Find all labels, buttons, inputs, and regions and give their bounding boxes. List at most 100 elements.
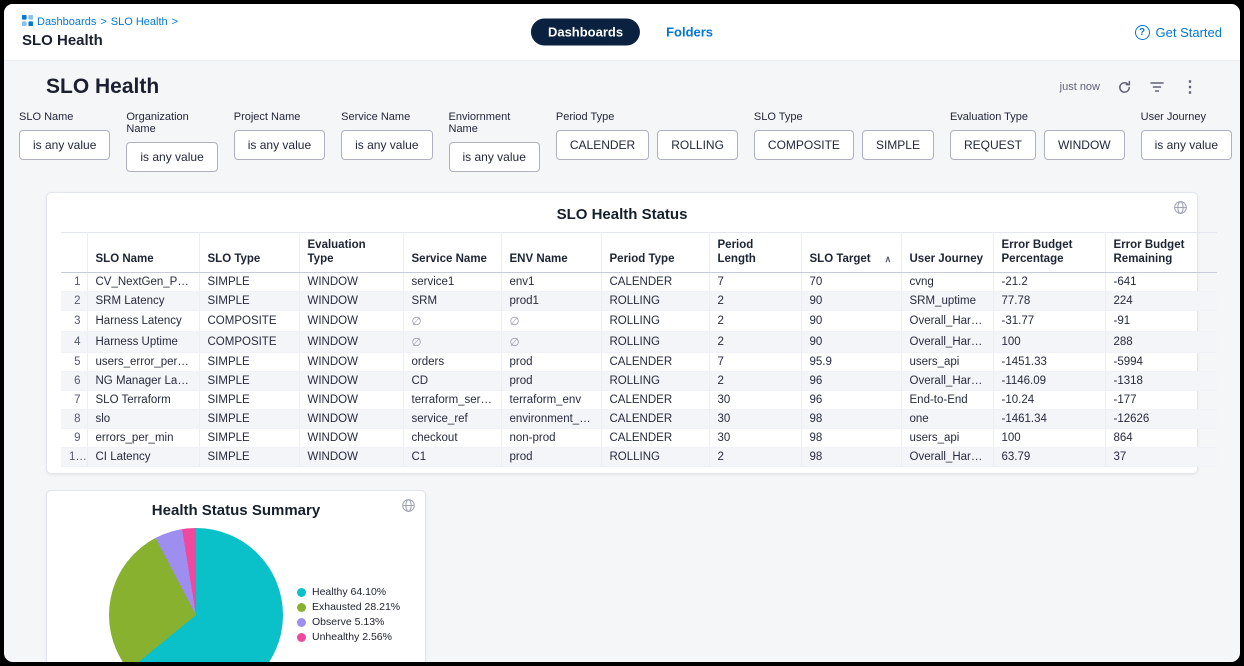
breadcrumb-link-dashboards[interactable]: Dashboards: [37, 16, 97, 28]
dashboard-title: SLO Health: [46, 75, 160, 98]
get-started-link[interactable]: ? Get Started: [1134, 24, 1222, 40]
table-row: 7 SLO Terraform SIMPLE WINDOW terraform_serv…: [61, 390, 1217, 410]
pie-legend: Healthy 64.10% Exhausted 28.21% Observe 5.…: [297, 585, 400, 644]
filter-button[interactable]: WINDOW: [1043, 130, 1125, 160]
row-number: 3: [61, 310, 88, 332]
table-cell: CALENDER: [601, 272, 710, 292]
table-cell: WINDOW: [299, 390, 404, 410]
table-cell: CALENDER: [601, 352, 710, 372]
column-header[interactable]: ENV Name: [501, 232, 602, 273]
table-cell: WINDOW: [299, 428, 404, 448]
table-cell: prod: [501, 447, 602, 467]
legend-dot: [297, 587, 306, 597]
filter-buttons: CALENDER ROLLING: [555, 130, 738, 160]
table-cell: ROLLING: [601, 371, 710, 391]
filter-button[interactable]: ROLLING: [657, 130, 738, 160]
filter-button[interactable]: CALENDER: [555, 130, 650, 160]
filter-button[interactable]: is any value: [448, 142, 540, 172]
legend-item[interactable]: Unhealthy 2.56%: [297, 630, 400, 644]
column-header-label: Evaluation Type: [307, 239, 366, 266]
top-bar: Dashboards > SLO Health > SLO Health Das…: [4, 4, 1240, 61]
table-cell: 90: [801, 291, 902, 311]
breadcrumb: Dashboards > SLO Health >: [22, 15, 178, 29]
row-number: 7: [61, 390, 88, 410]
column-header[interactable]: SLO Target ∧: [801, 232, 902, 273]
health-summary-card: Health Status Summary Healthy 64.10% Exha…: [46, 489, 426, 662]
tab-folders[interactable]: Folders: [666, 24, 714, 40]
table-cell: 30: [709, 409, 802, 429]
legend-item[interactable]: Exhausted 28.21%: [297, 600, 400, 614]
kebab-menu-icon[interactable]: ⋮: [1182, 79, 1198, 96]
table-cell: 96: [801, 390, 902, 410]
table-cell: 90: [801, 310, 902, 332]
table-cell: SIMPLE: [199, 428, 300, 448]
legend-item[interactable]: Healthy 64.10%: [297, 585, 400, 599]
globe-icon[interactable]: [1173, 200, 1188, 218]
table-cell: ∅: [501, 310, 602, 332]
table-cell: SRM: [403, 291, 502, 311]
filter-button[interactable]: REQUEST: [949, 130, 1036, 160]
table-cell: -12626: [1105, 409, 1217, 429]
tab-dashboards[interactable]: Dashboards: [530, 18, 641, 46]
filter-label: Organization Name: [126, 111, 189, 135]
filter-buttons: is any value: [1140, 130, 1232, 160]
filter-button[interactable]: is any value: [19, 130, 111, 160]
column-header[interactable]: Error Budget Remaining: [1105, 232, 1217, 273]
table-cell: -177: [1105, 390, 1217, 410]
table-cell: 63.79: [993, 447, 1106, 467]
table-cell: C1: [403, 447, 502, 467]
filter-button[interactable]: is any value: [1140, 130, 1232, 160]
row-number: 5: [61, 352, 88, 372]
table-cell: 100: [993, 428, 1106, 448]
table-cell: -10.24: [993, 390, 1106, 410]
table-cell: CV_NextGen_Prod: [87, 272, 200, 292]
filter-buttons: is any value: [341, 130, 433, 160]
globe-icon[interactable]: [401, 498, 416, 516]
filter-icon[interactable]: [1149, 80, 1165, 94]
column-header[interactable]: Evaluation Type: [299, 232, 404, 273]
column-header[interactable]: User Journey: [901, 232, 994, 273]
filter-group: SLO Name is any value: [19, 111, 111, 172]
filter-button[interactable]: is any value: [126, 142, 218, 172]
filter-buttons: REQUEST WINDOW: [949, 130, 1125, 160]
filter-button[interactable]: SIMPLE: [861, 130, 934, 160]
table-cell: -1461.34: [993, 409, 1106, 429]
table-cell: -1318: [1105, 371, 1217, 391]
column-header[interactable]: Error Budget Percentage: [993, 232, 1106, 273]
row-number: 4: [61, 331, 88, 353]
table-cell: SIMPLE: [199, 291, 300, 311]
legend-item[interactable]: Observe 5.13%: [297, 615, 400, 629]
table-cell: WINDOW: [299, 310, 404, 332]
table-cell: SIMPLE: [199, 447, 300, 467]
column-header[interactable]: SLO Name: [87, 232, 200, 273]
table-cell: End-to-End: [901, 390, 994, 410]
table-cell: users_api: [901, 352, 994, 372]
column-header-label: Period Length: [717, 239, 756, 266]
table-cell: 98: [801, 409, 902, 429]
filter-button[interactable]: COMPOSITE: [753, 130, 854, 160]
filter-button[interactable]: is any value: [233, 130, 326, 160]
table-cell: Harness Uptime: [87, 331, 200, 353]
table-row: 8 slo SIMPLE WINDOW service_ref environment_r…: [61, 409, 1217, 429]
filter-label: Project Name: [233, 111, 301, 123]
refresh-icon[interactable]: [1117, 80, 1132, 95]
pie-chart[interactable]: [109, 527, 283, 662]
filter-group: Enviornment Name is any value: [448, 111, 540, 172]
breadcrumb-link-slo-health[interactable]: SLO Health: [110, 16, 168, 28]
table-cell: -91: [1105, 310, 1217, 332]
filter-button[interactable]: is any value: [341, 130, 433, 160]
slo-health-status-card: SLO Health Status SLO Name SLO Type Evalua…: [46, 192, 1217, 474]
header-tabs: Dashboards Folders: [530, 18, 714, 46]
column-header[interactable]: Period Type: [601, 232, 710, 273]
column-header[interactable]: Period Length: [709, 232, 802, 273]
table-cell: CALENDER: [601, 409, 710, 429]
table-cell: WINDOW: [299, 291, 404, 311]
filter-group: Evaluation Type REQUEST WINDOW: [949, 111, 1125, 172]
column-header[interactable]: SLO Type: [199, 232, 300, 273]
column-header[interactable]: Service Name: [403, 232, 502, 273]
get-started-label: Get Started: [1155, 24, 1222, 40]
table-cell: terraform_env: [501, 390, 602, 410]
filter-label: SLO Type: [753, 111, 803, 123]
table-cell: errors_per_min: [87, 428, 200, 448]
table-cell: 37: [1105, 447, 1217, 467]
